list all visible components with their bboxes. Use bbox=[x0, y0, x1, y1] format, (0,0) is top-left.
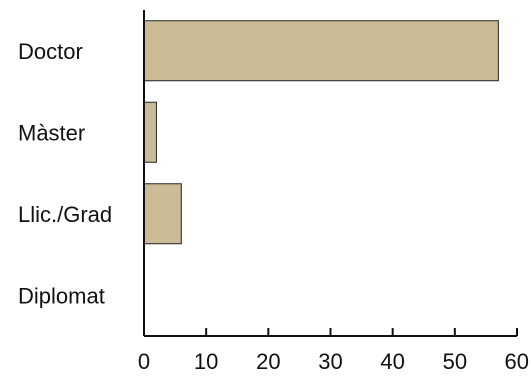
category-label-llic-grad: Llic./Grad bbox=[18, 202, 112, 227]
x-tick-label-20: 20 bbox=[256, 349, 280, 374]
x-tick-label-30: 30 bbox=[318, 349, 342, 374]
x-tick-label-50: 50 bbox=[443, 349, 467, 374]
category-label-m-ster: Màster bbox=[18, 120, 85, 145]
x-tick-label-40: 40 bbox=[380, 349, 404, 374]
bar-m-ster bbox=[143, 101, 157, 163]
bars-layer bbox=[143, 20, 499, 245]
bar-llic-grad bbox=[143, 183, 182, 245]
x-tick-label-60: 60 bbox=[505, 349, 529, 374]
x-tick-label-10: 10 bbox=[194, 349, 218, 374]
bar-doctor bbox=[143, 20, 499, 82]
x-axis-ticks: 0 10 20 30 40 50 60 bbox=[138, 328, 529, 374]
category-label-doctor: Doctor bbox=[18, 39, 83, 64]
category-labels: Doctor Màster Llic./Grad Diplomat bbox=[18, 39, 112, 309]
category-label-diplomat: Diplomat bbox=[18, 283, 105, 308]
x-tick-label-0: 0 bbox=[138, 349, 150, 374]
